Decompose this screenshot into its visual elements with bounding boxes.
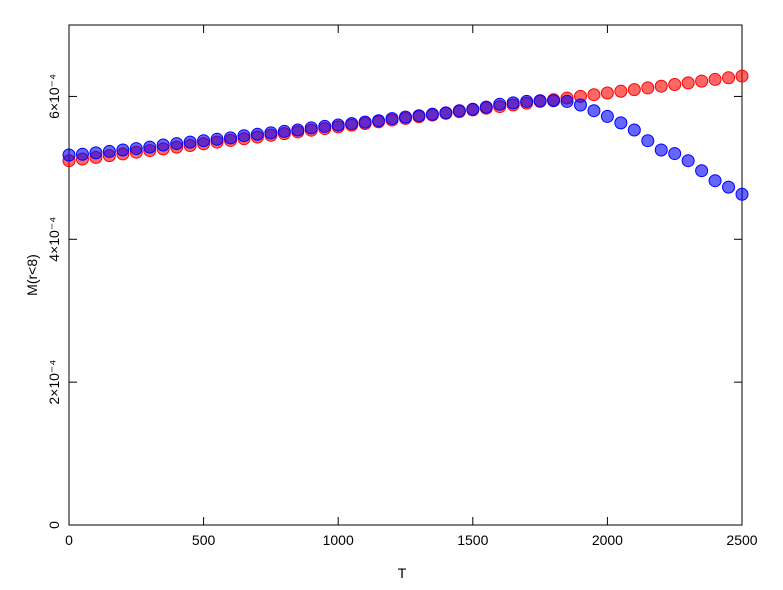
data-point xyxy=(89,146,103,160)
data-point xyxy=(708,174,722,188)
data-point xyxy=(170,137,184,151)
data-point xyxy=(439,106,453,120)
y-tick-label: 6×10⁻⁴ xyxy=(46,74,62,119)
data-point xyxy=(627,83,641,97)
data-point xyxy=(587,88,601,102)
data-point xyxy=(735,69,749,83)
data-point xyxy=(102,144,116,158)
data-point xyxy=(304,121,318,135)
data-point xyxy=(197,134,211,148)
data-point xyxy=(318,119,332,133)
data-point xyxy=(547,94,561,108)
data-point xyxy=(668,147,682,161)
data-point xyxy=(520,94,534,108)
data-point xyxy=(385,112,399,126)
data-point xyxy=(614,116,628,130)
x-axis-label: T xyxy=(398,565,407,581)
data-point xyxy=(116,143,130,157)
data-point xyxy=(399,110,412,124)
data-point xyxy=(250,127,264,141)
data-point xyxy=(506,96,520,110)
data-point xyxy=(533,94,547,108)
y-tick-label: 0 xyxy=(46,521,62,529)
data-point xyxy=(156,138,170,152)
y-tick-label: 4×10⁻⁴ xyxy=(46,217,62,262)
data-point xyxy=(183,135,197,149)
data-point xyxy=(277,124,291,138)
x-tick-label: 500 xyxy=(192,532,216,548)
data-point xyxy=(425,107,439,121)
data-point xyxy=(708,72,722,86)
data-point xyxy=(735,187,749,201)
data-point xyxy=(291,123,305,137)
data-point xyxy=(641,134,655,148)
data-point xyxy=(600,109,614,123)
data-point xyxy=(479,100,493,114)
data-point xyxy=(466,102,480,116)
data-point xyxy=(641,81,655,95)
data-point xyxy=(264,126,278,140)
data-point xyxy=(75,147,89,161)
data-point xyxy=(695,164,709,178)
data-point xyxy=(654,79,668,93)
data-point xyxy=(681,154,695,168)
data-point xyxy=(345,117,359,131)
data-point xyxy=(722,71,736,85)
data-point xyxy=(573,98,587,112)
data-point xyxy=(654,143,668,157)
data-point xyxy=(62,148,76,162)
data-point xyxy=(493,97,507,111)
data-point xyxy=(412,109,426,123)
data-point xyxy=(372,114,386,128)
data-point xyxy=(237,129,251,143)
data-point xyxy=(695,74,709,88)
data-point xyxy=(627,123,641,137)
data-point xyxy=(358,115,372,129)
plot-frame xyxy=(68,24,743,526)
data-point xyxy=(224,131,238,145)
x-tick-label: 1500 xyxy=(457,532,488,548)
x-tick-label: 0 xyxy=(65,532,73,548)
y-tick-label: 2×10⁻⁴ xyxy=(46,360,62,405)
data-point xyxy=(681,76,695,90)
data-point xyxy=(614,84,628,98)
data-point xyxy=(143,140,157,154)
data-point xyxy=(600,86,614,100)
data-point xyxy=(722,180,736,194)
data-point xyxy=(668,78,682,91)
data-point xyxy=(210,132,224,146)
x-tick-label: 1000 xyxy=(323,532,354,548)
data-point xyxy=(587,104,601,118)
x-tick-label: 2000 xyxy=(592,532,623,548)
data-point xyxy=(452,104,466,118)
data-point xyxy=(129,142,143,156)
y-axis-label: M(r<8) xyxy=(24,254,40,296)
data-point xyxy=(331,118,345,132)
x-tick-label: 2500 xyxy=(726,532,757,548)
data-point xyxy=(560,94,574,108)
